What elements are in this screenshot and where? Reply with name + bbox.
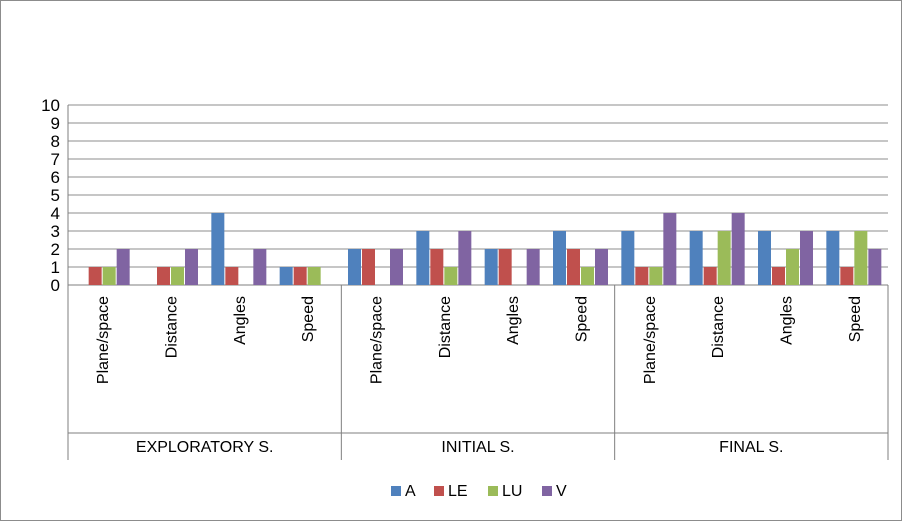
category-label: Angles	[232, 296, 249, 345]
bar-a	[553, 231, 566, 285]
bar-le	[157, 267, 170, 285]
y-tick-label: 4	[51, 204, 60, 223]
bar-a	[348, 249, 361, 285]
bar-v	[185, 249, 198, 285]
gridlines	[68, 104, 888, 286]
bar-v	[595, 249, 608, 285]
y-tick-label: 3	[51, 222, 60, 241]
bar-v	[526, 249, 540, 285]
category-label: Plane/space	[369, 296, 386, 384]
legend-label: LU	[502, 483, 522, 500]
category-label: Plane/space	[95, 296, 112, 384]
y-tick-label: 9	[51, 114, 60, 133]
bar-v	[253, 249, 267, 285]
bar-le	[703, 267, 717, 285]
category-label: Plane/space	[642, 296, 659, 384]
legend-label: A	[405, 483, 416, 500]
bar-le	[840, 267, 854, 285]
bar-le	[225, 267, 239, 285]
bar-a	[826, 231, 840, 285]
bar-le	[772, 267, 785, 285]
legend-swatch-a	[391, 486, 401, 496]
bar-le	[635, 267, 649, 285]
legend-label: LE	[448, 483, 468, 500]
bar-v	[731, 213, 745, 285]
category-label: Angles	[779, 296, 796, 345]
category-label: Speed	[574, 296, 591, 342]
bar-a	[689, 231, 703, 285]
bar-le	[430, 249, 444, 285]
legend-swatch-lu	[488, 486, 498, 496]
category-label: Speed	[847, 296, 864, 342]
bar-a	[621, 231, 635, 285]
bar-v	[458, 231, 472, 285]
bar-v	[800, 231, 813, 285]
legend-swatch-le	[434, 486, 444, 496]
group-label: INITIAL S.	[441, 439, 514, 456]
bar-v	[116, 249, 130, 285]
bar-a	[484, 249, 498, 285]
bar-le	[293, 267, 307, 285]
bar-lu	[581, 267, 594, 285]
y-tick-label: 0	[51, 276, 60, 295]
y-tick-label: 2	[51, 240, 60, 259]
legend-label: V	[556, 483, 567, 500]
bar-a	[416, 231, 430, 285]
bar-v	[868, 249, 882, 285]
category-label: Distance	[437, 296, 454, 358]
y-tick-label: 10	[41, 96, 60, 115]
bar-a	[211, 213, 225, 285]
bar-le	[498, 249, 512, 285]
bar-v	[663, 213, 677, 285]
category-label: Angles	[505, 296, 522, 345]
category-label: Distance	[710, 296, 727, 358]
bar-le	[567, 249, 580, 285]
bar-a	[758, 231, 771, 285]
bars	[88, 213, 882, 285]
category-label: Distance	[164, 296, 181, 358]
y-tick-label: 7	[51, 150, 60, 169]
bar-le	[88, 267, 102, 285]
y-tick-label: 1	[51, 258, 60, 277]
bar-lu	[307, 267, 321, 285]
bar-lu	[786, 249, 799, 285]
group-label: FINAL S.	[719, 439, 783, 456]
x-axis: EXPLORATORY S. INITIAL S. FINAL S. Plane/sp…	[67, 105, 889, 460]
legend: A LE LU V	[391, 483, 567, 500]
bar-lu	[444, 267, 458, 285]
bar-lu	[102, 267, 116, 285]
bar-lu	[649, 267, 663, 285]
y-tick-label: 5	[51, 186, 60, 205]
bar-a	[279, 267, 293, 285]
group-label: EXPLORATORY S.	[136, 439, 274, 456]
bar-lu	[854, 231, 868, 285]
bar-v	[390, 249, 403, 285]
bar-lu	[717, 231, 731, 285]
bar-le	[362, 249, 375, 285]
y-tick-label: 6	[51, 168, 60, 187]
category-label: Speed	[300, 296, 317, 342]
bar-lu	[171, 267, 184, 285]
y-tick-label: 8	[51, 132, 60, 151]
legend-swatch-v	[542, 486, 552, 496]
